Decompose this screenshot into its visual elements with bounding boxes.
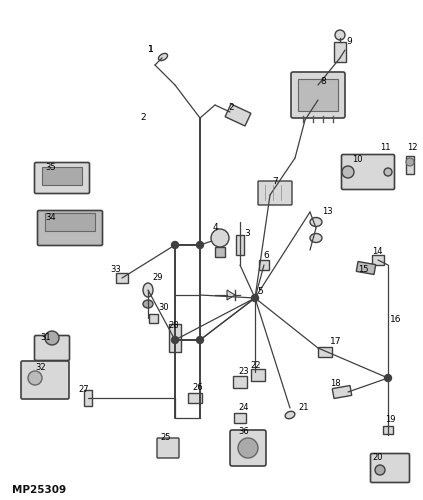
Circle shape <box>28 371 42 385</box>
Ellipse shape <box>143 300 153 308</box>
Bar <box>234 413 246 423</box>
Circle shape <box>384 168 392 176</box>
Text: 31: 31 <box>40 334 51 342</box>
Circle shape <box>211 229 229 247</box>
Text: 24: 24 <box>238 404 248 412</box>
Text: 27: 27 <box>78 386 89 394</box>
Ellipse shape <box>159 54 168 60</box>
Text: 35: 35 <box>45 164 56 172</box>
Text: 13: 13 <box>322 208 332 216</box>
Circle shape <box>375 465 385 475</box>
Circle shape <box>385 374 392 382</box>
Text: 6: 6 <box>263 252 269 260</box>
Circle shape <box>45 331 59 345</box>
FancyBboxPatch shape <box>371 454 409 482</box>
Bar <box>84 390 92 406</box>
Polygon shape <box>227 290 235 300</box>
Bar <box>356 262 376 274</box>
Bar <box>148 314 157 322</box>
Bar <box>42 167 82 185</box>
Text: MP25309: MP25309 <box>12 485 66 495</box>
Text: 26: 26 <box>192 384 203 392</box>
Circle shape <box>406 158 414 166</box>
Text: 15: 15 <box>358 266 368 274</box>
FancyBboxPatch shape <box>35 162 90 194</box>
Text: 28: 28 <box>168 320 179 330</box>
Text: 12: 12 <box>407 144 418 152</box>
Text: 2: 2 <box>140 114 146 122</box>
Bar <box>334 42 346 62</box>
Text: 33: 33 <box>110 266 121 274</box>
Text: 36: 36 <box>238 428 249 436</box>
Text: 23: 23 <box>238 368 249 376</box>
Bar <box>332 386 352 398</box>
Bar <box>116 273 128 283</box>
Circle shape <box>342 166 354 178</box>
Text: 25: 25 <box>160 434 170 442</box>
Circle shape <box>238 438 258 458</box>
Text: 7: 7 <box>272 176 278 186</box>
Text: 1: 1 <box>148 46 154 54</box>
FancyBboxPatch shape <box>157 438 179 458</box>
Bar <box>233 376 247 388</box>
Text: 4: 4 <box>213 224 219 232</box>
Text: 3: 3 <box>244 228 250 237</box>
Bar <box>383 426 393 434</box>
Text: 17: 17 <box>330 338 341 346</box>
Bar <box>236 235 244 255</box>
Bar <box>298 79 338 111</box>
Text: 2: 2 <box>228 104 233 112</box>
Bar <box>45 213 95 231</box>
Ellipse shape <box>143 283 153 297</box>
Circle shape <box>171 242 179 248</box>
Ellipse shape <box>310 234 322 242</box>
Text: 34: 34 <box>45 214 56 222</box>
Bar <box>169 324 181 352</box>
Text: 29: 29 <box>152 274 162 282</box>
FancyBboxPatch shape <box>38 210 102 246</box>
Circle shape <box>197 242 203 248</box>
Bar <box>372 255 384 265</box>
Text: 9: 9 <box>346 38 352 46</box>
FancyBboxPatch shape <box>258 181 292 205</box>
Bar <box>318 347 332 357</box>
Circle shape <box>335 30 345 40</box>
Text: 19: 19 <box>385 416 396 424</box>
Text: 18: 18 <box>330 378 341 388</box>
Text: 1: 1 <box>148 46 154 54</box>
FancyBboxPatch shape <box>230 430 266 466</box>
Text: 21: 21 <box>298 404 308 412</box>
Ellipse shape <box>310 218 322 226</box>
Text: 30: 30 <box>158 304 169 312</box>
Text: 14: 14 <box>372 248 382 256</box>
Bar <box>406 156 414 174</box>
FancyBboxPatch shape <box>21 361 69 399</box>
Text: 8: 8 <box>320 78 326 86</box>
Text: 32: 32 <box>35 364 46 372</box>
Bar <box>259 260 269 270</box>
Text: 20: 20 <box>372 454 382 462</box>
Text: 22: 22 <box>250 360 261 370</box>
Bar <box>215 247 225 257</box>
Text: 5: 5 <box>257 288 263 296</box>
FancyBboxPatch shape <box>291 72 345 118</box>
Text: 11: 11 <box>380 144 390 152</box>
Circle shape <box>197 336 203 344</box>
FancyBboxPatch shape <box>341 154 395 190</box>
Circle shape <box>252 294 258 302</box>
Bar <box>251 369 265 381</box>
FancyBboxPatch shape <box>35 336 69 360</box>
Text: 16: 16 <box>390 316 401 324</box>
Text: 10: 10 <box>352 156 363 164</box>
Bar <box>225 104 251 126</box>
Bar <box>188 393 202 403</box>
Circle shape <box>171 336 179 344</box>
Ellipse shape <box>285 412 295 418</box>
